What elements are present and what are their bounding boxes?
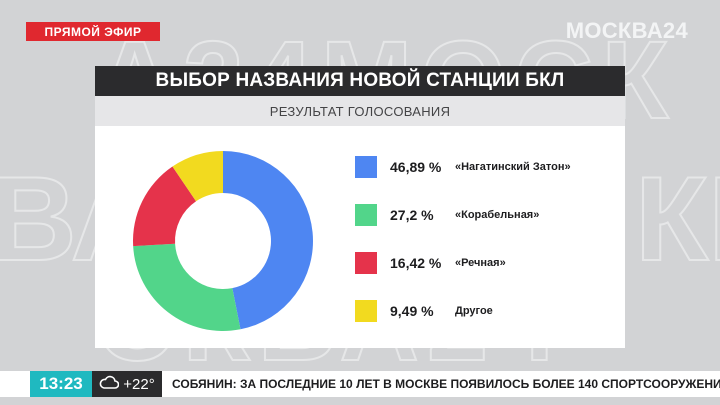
panel-subtitle: РЕЗУЛЬТАТ ГОЛОСОВАНИЯ — [95, 96, 625, 126]
donut-slice-3 — [172, 151, 223, 202]
donut-slice-2 — [133, 166, 197, 247]
ticker-headline: СОБЯНИН: ЗА ПОСЛЕДНИЕ 10 ЛЕТ В МОСКВЕ ПО… — [172, 377, 720, 391]
clock: 13:23 — [30, 371, 92, 397]
cloud-icon — [99, 375, 120, 393]
legend-value: 27,2 % — [390, 207, 434, 223]
donut-slice-1 — [133, 243, 241, 331]
legend-item: 27,2 % «Корабельная» — [355, 204, 615, 226]
legend-item: 16,42 % «Речная» — [355, 252, 615, 274]
weather-widget: +22° — [92, 371, 162, 397]
legend-swatch — [355, 156, 377, 178]
legend-label: Другое — [455, 305, 493, 317]
temperature: +22° — [123, 375, 155, 393]
donut-slice-0 — [223, 151, 313, 330]
legend-item: 9,49 % Другое — [355, 300, 615, 322]
panel-title: ВЫБОР НАЗВАНИЯ НОВОЙ СТАНЦИИ БКЛ — [95, 66, 625, 96]
legend-swatch — [355, 204, 377, 226]
legend-label: «Речная» — [455, 257, 506, 269]
legend-value: 9,49 % — [390, 303, 434, 319]
legend-value: 46,89 % — [390, 159, 442, 175]
news-ticker: 13:23 +22° СОБЯНИН: ЗА ПОСЛЕДНИЕ 10 ЛЕТ … — [0, 371, 720, 397]
legend-label: «Нагатинский Затон» — [455, 161, 571, 173]
legend-item: 46,89 % «Нагатинский Затон» — [355, 156, 615, 178]
donut-chart — [133, 151, 313, 331]
results-panel: ВЫБОР НАЗВАНИЯ НОВОЙ СТАНЦИИ БКЛ РЕЗУЛЬТ… — [95, 66, 625, 348]
legend-swatch — [355, 300, 377, 322]
legend-swatch — [355, 252, 377, 274]
legend-value: 16,42 % — [390, 255, 442, 271]
channel-logo: МОСКВА24 — [565, 18, 688, 43]
svg-text:КВ: КВ — [635, 152, 720, 286]
live-badge: ПРЯМОЙ ЭФИР — [26, 22, 160, 41]
legend-label: «Корабельная» — [455, 209, 540, 221]
